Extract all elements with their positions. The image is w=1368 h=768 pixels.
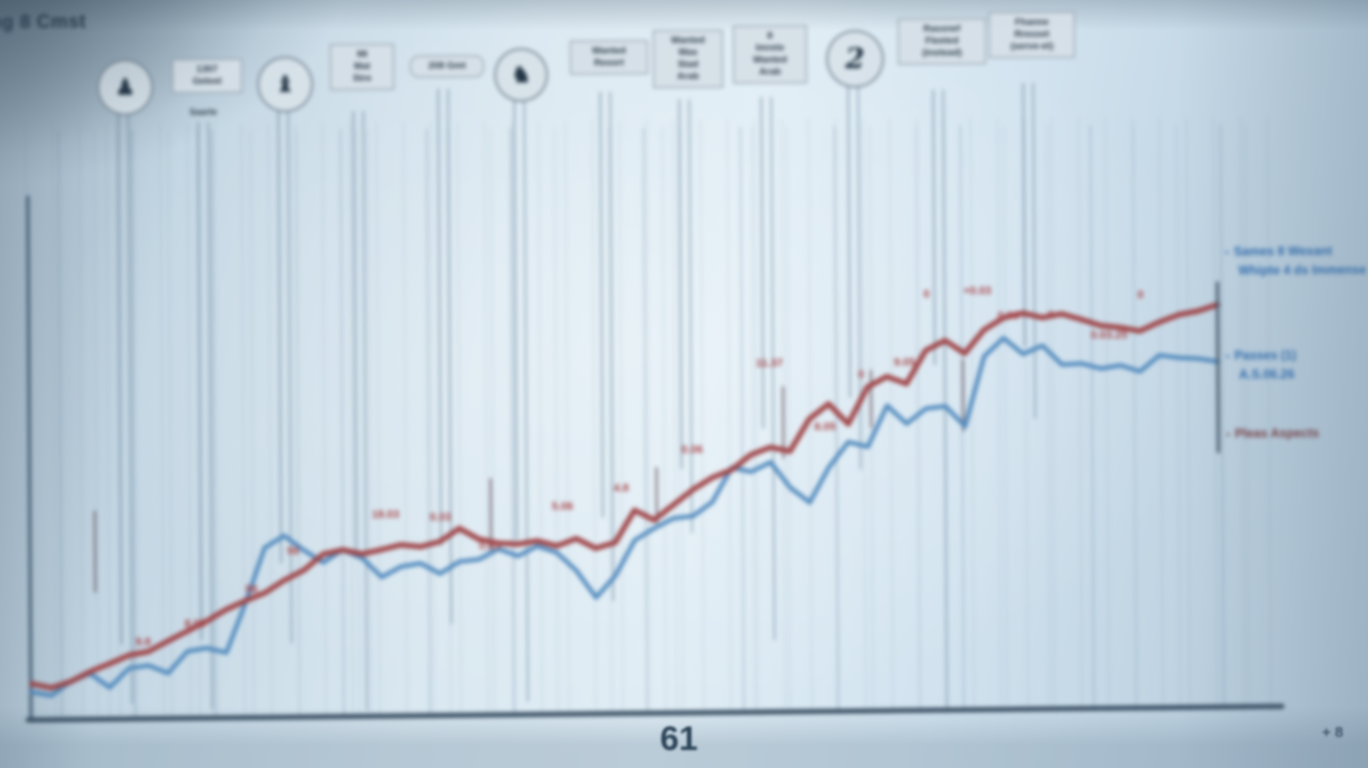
chart-legend: ▪ Sames 8 Wexant Whipte 4 ds Immense ▪ Pas… (1225, 242, 1366, 441)
point-label: +0.03 (963, 285, 992, 298)
gridline (607, 127, 613, 714)
legend-bullet-icon: ▪ (1225, 247, 1229, 259)
annotation-leader-line (362, 110, 368, 711)
point-label: 8.03 (184, 617, 206, 631)
x-axis (25, 703, 1285, 723)
annotation-leader-line (207, 121, 213, 710)
gridline (739, 126, 746, 713)
blue-line-series (29, 335, 1221, 698)
gridline (1089, 124, 1096, 711)
point-label: 0 (1137, 289, 1144, 302)
gridline (1244, 123, 1250, 710)
legend-entry-sub: Whipte 4 ds Immense (1238, 263, 1367, 278)
annotation-leader-line (1022, 82, 1026, 347)
annotation-leader-line (117, 112, 123, 645)
gridline (642, 127, 649, 714)
gridline (661, 127, 667, 713)
gridline (130, 130, 137, 717)
annotation-leader-line (287, 109, 293, 644)
gridline (553, 128, 559, 714)
gridline (425, 128, 432, 715)
legend-entry-red-blue-1[interactable]: ▪ Sames 8 Wexant Whipte 4 ds Immense (1225, 242, 1366, 282)
gridline (115, 130, 121, 717)
gridline (446, 128, 452, 715)
gridline (1132, 124, 1138, 710)
gridline (1045, 125, 1051, 711)
y-axis (26, 195, 33, 720)
gridline (195, 130, 201, 716)
gridline (1175, 124, 1181, 710)
annotation-leader-line (197, 121, 203, 640)
point-label: 9.05 (893, 356, 916, 369)
gridline (785, 126, 791, 713)
point-label: 11.37 (755, 357, 783, 370)
gridline (295, 129, 301, 716)
point-label: 0.06 (681, 443, 703, 457)
gridline (509, 128, 516, 715)
gridline (915, 125, 921, 712)
annotation-leader-line (760, 96, 765, 429)
gridline (249, 129, 255, 716)
series-end-bracket (1215, 281, 1220, 454)
annotation-leader-line (688, 98, 693, 533)
point-label: 4.8 (613, 482, 629, 495)
annotation-leader-line (770, 96, 776, 641)
point-label: 0.03.25 (1090, 329, 1128, 342)
gridline (833, 126, 840, 713)
gridline (489, 128, 495, 714)
point-label: 0.06 (997, 309, 1020, 323)
gridline (355, 129, 361, 715)
legend-bullet-icon: ▪ (1226, 429, 1230, 441)
gridline (57, 130, 64, 717)
point-label: 0 (923, 288, 930, 301)
point-label: 9.8 (135, 636, 151, 649)
gridline (1002, 125, 1008, 711)
gridline (366, 129, 372, 715)
red-line-series (29, 301, 1221, 691)
gridline (1219, 123, 1226, 710)
annotation-leader-line (277, 109, 283, 564)
annotation-leader-line (127, 112, 133, 705)
annotation-leader-line (1032, 82, 1037, 419)
legend-bullet-icon: ▪ (1225, 351, 1230, 363)
gridline (339, 129, 346, 716)
annotation-leader-line (847, 83, 852, 398)
annotation-leader-line (942, 89, 948, 708)
legend-entry-sub: A.S.06.26 (1238, 367, 1295, 382)
point-label: 0.05 (478, 540, 501, 553)
annotation-leader-line (609, 91, 615, 602)
point-label: 98 (286, 545, 300, 558)
annotation-leader-line (678, 99, 683, 470)
annotation-leader-line (513, 99, 518, 541)
legend-entry-label: Sames 8 Wexant (1233, 244, 1333, 259)
point-label: + (1047, 307, 1055, 320)
point-label: 8.05 (814, 421, 836, 434)
point-label: 98 (245, 583, 258, 596)
legend-entry-label: Pleas Aspects (1234, 426, 1320, 441)
gridline (167, 130, 173, 716)
annotation-leader-line (599, 91, 604, 518)
legend-entry-label: Passes (1) (1234, 348, 1297, 363)
gridline (750, 126, 756, 713)
annotation-leader-line (437, 88, 442, 547)
annotation-leader-line (932, 89, 936, 366)
point-label: 0.03 (429, 511, 452, 524)
legend-entry-3[interactable]: ▪ Pleas Aspects (1226, 424, 1319, 444)
legend-entry-2[interactable]: ▪ Passes (1) A.S.06.26 (1226, 346, 1297, 385)
point-label: 5.06 (551, 500, 574, 513)
annotation-leader-line (523, 98, 529, 702)
point-label: 0 (857, 368, 865, 381)
gridline (93, 130, 99, 717)
point-label: 18.03 (371, 508, 400, 521)
annotation-leader-line (352, 111, 358, 560)
